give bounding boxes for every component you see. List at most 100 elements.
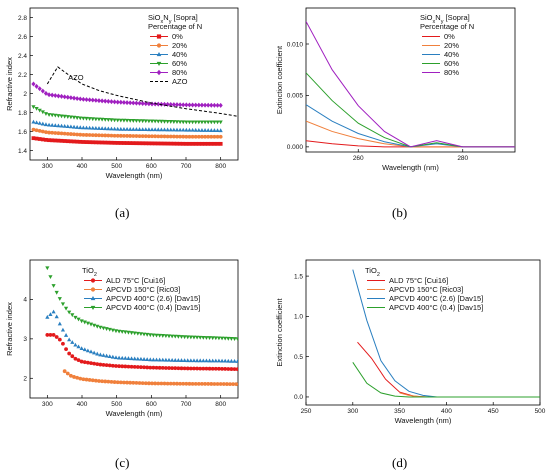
data-point (207, 358, 212, 363)
data-point (118, 99, 123, 105)
data-point (190, 120, 195, 125)
data-point (215, 134, 220, 139)
data-point (107, 327, 112, 332)
data-point (187, 381, 192, 386)
data-point (181, 134, 186, 139)
data-point (160, 366, 165, 370)
data-point (148, 365, 153, 370)
data-point (135, 331, 140, 336)
data-point (140, 101, 145, 106)
data-point (109, 99, 114, 105)
data-point (187, 102, 192, 108)
data-point (100, 133, 105, 138)
data-point (223, 367, 228, 371)
x-tick-label: 500 (111, 401, 122, 408)
data-point (92, 361, 97, 366)
legend-marker (156, 34, 162, 39)
data-point (131, 100, 136, 106)
data-point (145, 365, 150, 370)
data-point (188, 335, 193, 340)
data-point (187, 134, 192, 139)
data-point (212, 128, 217, 132)
data-point (193, 127, 198, 132)
series-apcvd-400-c-0-4-dav15--line (352, 362, 540, 398)
data-point (131, 380, 136, 385)
data-point (150, 381, 154, 386)
data-point (117, 329, 122, 334)
data-point (193, 120, 198, 125)
data-point (138, 356, 144, 361)
data-point (106, 140, 111, 145)
data-point (184, 120, 189, 125)
data-point (82, 320, 87, 325)
data-point (98, 325, 103, 330)
data-point (201, 335, 206, 340)
legend-label: 0% (444, 32, 455, 41)
y-tick-label: 1.8 (18, 110, 27, 117)
data-point (213, 366, 218, 371)
data-point (64, 347, 68, 352)
data-point (143, 119, 148, 124)
data-point (120, 355, 125, 360)
data-point (153, 127, 158, 132)
data-point (188, 366, 193, 371)
data-point (203, 382, 207, 386)
legend-label: 40% (444, 50, 459, 59)
plot-area (31, 66, 238, 146)
data-point (40, 129, 45, 134)
series-20--line (306, 120, 515, 148)
data-point (45, 333, 50, 337)
data-point (78, 96, 83, 102)
data-point (73, 356, 78, 361)
plot-area (352, 269, 540, 398)
data-point (215, 120, 220, 125)
data-point (37, 121, 42, 125)
data-point (67, 351, 72, 356)
data-point (56, 114, 61, 118)
data-point (190, 134, 195, 139)
x-tick-label: 600 (146, 163, 157, 170)
data-point (93, 97, 98, 103)
data-point (165, 127, 170, 132)
data-point (37, 108, 42, 113)
data-point (92, 350, 97, 355)
data-point (175, 381, 179, 386)
data-point (84, 377, 89, 382)
data-point (209, 382, 214, 386)
data-point (175, 141, 179, 146)
data-point (151, 365, 156, 370)
data-point (147, 141, 151, 146)
x-tick-label: 250 (301, 408, 312, 415)
x-tick-label: 400 (441, 408, 452, 415)
data-point (71, 115, 77, 120)
x-axis-label: Wavelength (nm) (106, 171, 163, 180)
data-point (225, 382, 229, 386)
data-point (68, 124, 73, 129)
panel-label-d: (d) (392, 455, 408, 470)
data-point (115, 133, 120, 138)
data-point (124, 126, 130, 131)
data-point (196, 127, 201, 132)
legend-marker (90, 278, 96, 283)
data-point (168, 127, 173, 132)
data-point (162, 381, 167, 386)
data-point (165, 119, 170, 124)
legend-entry-apcvd-150-c-ric03-: APCVD 150°C [Ric03] (367, 285, 463, 294)
data-point (184, 134, 189, 139)
data-point (173, 366, 178, 371)
plot-area (306, 21, 515, 148)
data-point (218, 128, 223, 133)
data-point (61, 341, 65, 346)
data-point (159, 119, 164, 124)
data-point (216, 336, 222, 341)
data-point (146, 127, 151, 132)
data-point (201, 366, 206, 371)
data-point (174, 102, 180, 108)
panel-label-b: (b) (392, 205, 408, 220)
data-point (85, 348, 90, 353)
data-point (90, 97, 95, 103)
data-point (137, 119, 142, 124)
data-point (53, 138, 58, 143)
data-point (137, 134, 142, 138)
